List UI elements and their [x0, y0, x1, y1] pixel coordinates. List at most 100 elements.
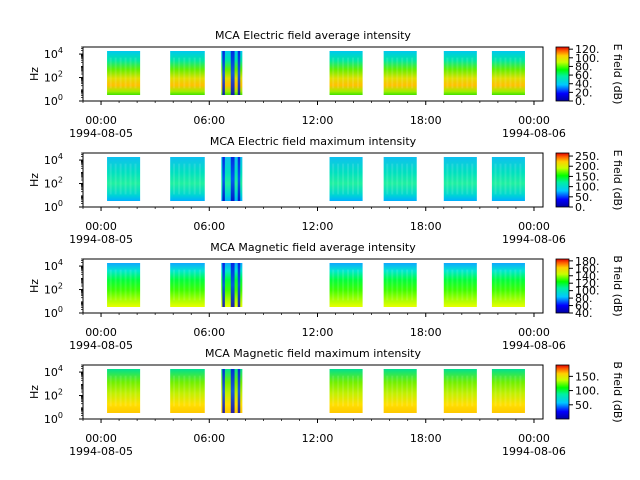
texture-line	[109, 269, 112, 301]
y-tick-label: 104	[44, 46, 63, 61]
texture-line	[193, 163, 196, 195]
colorbar-tick-label: 100.	[575, 52, 600, 65]
texture-line	[504, 269, 507, 301]
texture-line	[193, 375, 196, 407]
x-date-label: 1994-08-06	[502, 445, 566, 458]
texture-line	[356, 269, 359, 301]
texture-line	[499, 375, 502, 407]
data-block-stripe	[230, 157, 235, 201]
texture-line	[406, 163, 409, 195]
texture-line	[172, 163, 175, 195]
data-block	[491, 263, 525, 307]
texture-line	[347, 163, 350, 195]
texture-line	[466, 375, 469, 407]
y-tick-label: 104	[44, 152, 63, 167]
y-tick-label: 102	[44, 176, 63, 191]
colorbar-tick-label: 60.	[575, 300, 593, 313]
y-axis-label: Hz	[28, 385, 41, 399]
data-block	[107, 157, 141, 201]
y-axis-label: Hz	[28, 173, 41, 187]
texture-line	[178, 163, 181, 195]
texture-line	[342, 269, 345, 301]
texture-line	[134, 269, 137, 301]
texture-line	[352, 375, 355, 407]
texture-line	[519, 269, 522, 301]
data-block	[443, 263, 477, 307]
texture-line	[451, 163, 454, 195]
texture-line	[391, 163, 394, 195]
colorbar-tick-label: 20.	[575, 86, 593, 99]
panel-3: MCA Magnetic field maximum intensity 100 1…	[28, 347, 624, 458]
colorbar-tick-label: 200.	[575, 160, 600, 173]
texture-line	[114, 163, 117, 195]
texture-line	[178, 375, 181, 407]
texture-line	[471, 163, 474, 195]
colorbar-label: B field (dB)	[611, 361, 624, 422]
texture-line	[356, 375, 359, 407]
texture-line	[406, 57, 409, 89]
data-block	[443, 369, 477, 413]
texture-line	[504, 163, 507, 195]
texture-line	[352, 269, 355, 301]
texture-line	[411, 163, 414, 195]
texture-line	[386, 375, 389, 407]
texture-line	[411, 57, 414, 89]
texture-line	[337, 163, 340, 195]
data-block	[383, 51, 417, 95]
texture-line	[451, 375, 454, 407]
data-block	[107, 263, 141, 307]
texture-line	[401, 375, 404, 407]
texture-line	[109, 375, 112, 407]
texture-line	[134, 163, 137, 195]
texture-line	[451, 269, 454, 301]
data-block	[383, 263, 417, 307]
y-tick-label: 102	[44, 70, 63, 85]
texture-line	[494, 57, 497, 89]
texture-line	[499, 163, 502, 195]
x-tick-label: 06:00	[193, 114, 225, 127]
texture-line	[386, 163, 389, 195]
texture-line	[332, 163, 335, 195]
texture-line	[514, 269, 517, 301]
x-tick-label: 12:00	[302, 326, 334, 339]
texture-line	[451, 57, 454, 89]
texture-line	[183, 269, 186, 301]
colorbar-label: E field (dB)	[611, 44, 624, 105]
texture-line	[198, 163, 201, 195]
texture-line	[406, 269, 409, 301]
colorbar-tick-label: 250.	[575, 150, 600, 163]
texture-line	[193, 57, 196, 89]
data-block	[329, 51, 363, 95]
colorbar-label: B field (dB)	[611, 255, 624, 316]
data-block	[170, 51, 205, 95]
data-block	[170, 369, 205, 413]
y-tick-label: 100	[44, 411, 63, 426]
x-tick-label: 00:00	[85, 220, 117, 233]
x-date-label: 1994-08-05	[69, 339, 133, 352]
texture-line	[332, 375, 335, 407]
y-axis-label: Hz	[28, 279, 41, 293]
data-block-stripe	[230, 263, 235, 307]
colorbar-label: E field (dB)	[611, 150, 624, 211]
x-date-label: 1994-08-06	[502, 339, 566, 352]
texture-line	[342, 163, 345, 195]
texture-line	[509, 375, 512, 407]
texture-line	[401, 57, 404, 89]
colorbar-tick-label: 50.	[575, 399, 593, 412]
colorbar	[555, 364, 570, 420]
texture-line	[446, 375, 449, 407]
data-block	[329, 157, 363, 201]
texture-line	[337, 375, 340, 407]
texture-line	[188, 163, 191, 195]
texture-line	[337, 57, 340, 89]
texture-line	[471, 269, 474, 301]
texture-line	[461, 57, 464, 89]
data-block	[491, 51, 525, 95]
texture-line	[456, 57, 459, 89]
texture-line	[411, 375, 414, 407]
data-block-stripe	[230, 369, 235, 413]
texture-line	[466, 163, 469, 195]
colorbar	[555, 152, 570, 208]
texture-line	[352, 163, 355, 195]
texture-line	[188, 375, 191, 407]
